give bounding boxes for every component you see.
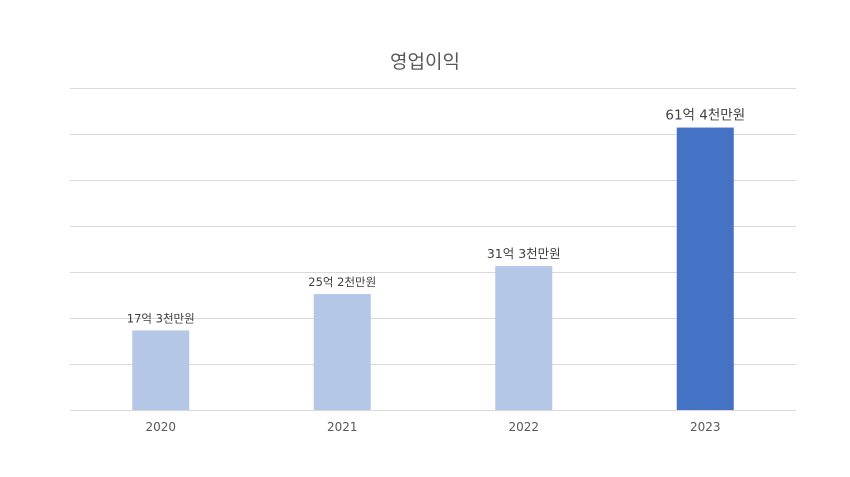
- data-labels: 17억 3천만원 25억 2천만원 31억 3천만원 61억 4천만원: [127, 108, 745, 326]
- x-tick-2021: 2021: [327, 420, 358, 434]
- bars: [132, 127, 734, 410]
- data-label-2020: 17억 3천만원: [127, 311, 195, 325]
- x-tick-2020: 2020: [145, 420, 176, 434]
- x-tick-2023: 2023: [690, 420, 721, 434]
- bar-2022: [495, 266, 553, 410]
- gridlines: [70, 88, 796, 411]
- x-axis-ticks: 2020 2021 2022 2023: [145, 420, 720, 434]
- data-label-2023: 61억 4천만원: [665, 108, 745, 124]
- data-label-2022: 31억 3천만원: [487, 246, 561, 261]
- bar-2021: [313, 294, 371, 410]
- chart-title: 영업이익: [390, 51, 460, 73]
- bar-2020: [132, 330, 190, 410]
- data-label-2021: 25억 2천만원: [308, 275, 376, 289]
- bar-2023: [676, 127, 734, 410]
- x-tick-2022: 2022: [508, 420, 539, 434]
